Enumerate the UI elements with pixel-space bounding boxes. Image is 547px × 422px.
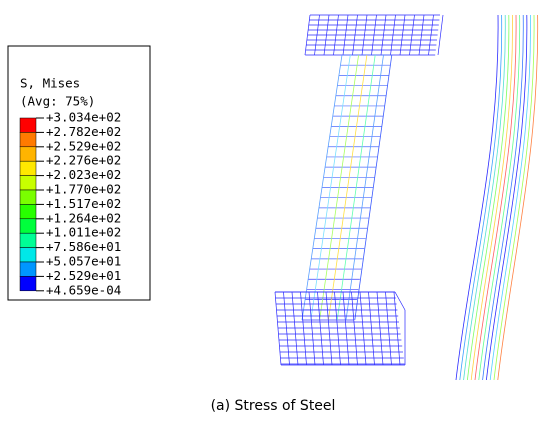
rebar	[467, 15, 508, 380]
legend-swatch	[20, 161, 36, 175]
rebar	[464, 15, 506, 380]
mesh	[275, 15, 538, 380]
legend-subtitle: (Avg: 75%)	[20, 94, 95, 109]
mesh-line	[438, 15, 443, 55]
mesh-line	[318, 292, 324, 365]
mesh-line	[275, 292, 281, 365]
mesh-line	[395, 292, 405, 310]
mesh-line	[386, 292, 392, 365]
mesh-line	[394, 292, 400, 365]
rebar	[498, 15, 538, 380]
page: {"legend": {"title": "S, Mises", "subtit…	[0, 0, 547, 422]
legend-label: +3.034e+02	[46, 110, 121, 125]
mesh-line	[377, 292, 383, 365]
caption: (a) Stress of Steel	[211, 398, 336, 414]
legend-label: +2.023e+02	[46, 167, 121, 182]
legend-label: +5.057e+01	[46, 254, 121, 269]
mesh-line	[292, 292, 298, 365]
legend-swatch	[20, 276, 36, 290]
legend-swatch	[20, 190, 36, 204]
legend-swatch	[20, 118, 36, 132]
rebar	[456, 15, 498, 380]
legend-label: +1.517e+02	[46, 196, 121, 211]
legend-swatch	[20, 147, 36, 161]
mesh-line	[284, 292, 290, 365]
legend-swatch	[20, 176, 36, 190]
legend-label: +1.264e+02	[46, 210, 121, 225]
figure: S, Mises (Avg: 75%) +3.034e+02+2.782e+02…	[0, 0, 547, 422]
legend-label: +2.529e+01	[46, 268, 121, 283]
mesh-line	[360, 292, 366, 365]
legend-swatch	[20, 262, 36, 276]
mesh-line	[309, 292, 315, 365]
legend-swatch	[20, 233, 36, 247]
legend-title: S, Mises	[20, 76, 80, 91]
legend-swatch	[20, 219, 36, 233]
legend-label: +1.770e+02	[46, 182, 121, 197]
legend-label: +4.659e-04	[46, 282, 121, 297]
legend-swatch	[20, 248, 36, 262]
rebar	[494, 15, 534, 380]
mesh-line	[352, 292, 358, 365]
mesh-line	[369, 292, 375, 365]
legend-label: +2.276e+02	[46, 153, 121, 168]
legend-swatch	[20, 132, 36, 146]
legend-swatch	[20, 204, 36, 218]
legend-label: +2.529e+02	[46, 138, 121, 153]
mesh-line	[301, 292, 307, 365]
legend-label: +1.011e+02	[46, 225, 121, 240]
legend: +3.034e+02+2.782e+02+2.529e+02+2.276e+02…	[20, 110, 121, 298]
rebar	[460, 15, 502, 380]
legend-label: +7.586e+01	[46, 239, 121, 254]
legend-label: +2.782e+02	[46, 124, 121, 139]
